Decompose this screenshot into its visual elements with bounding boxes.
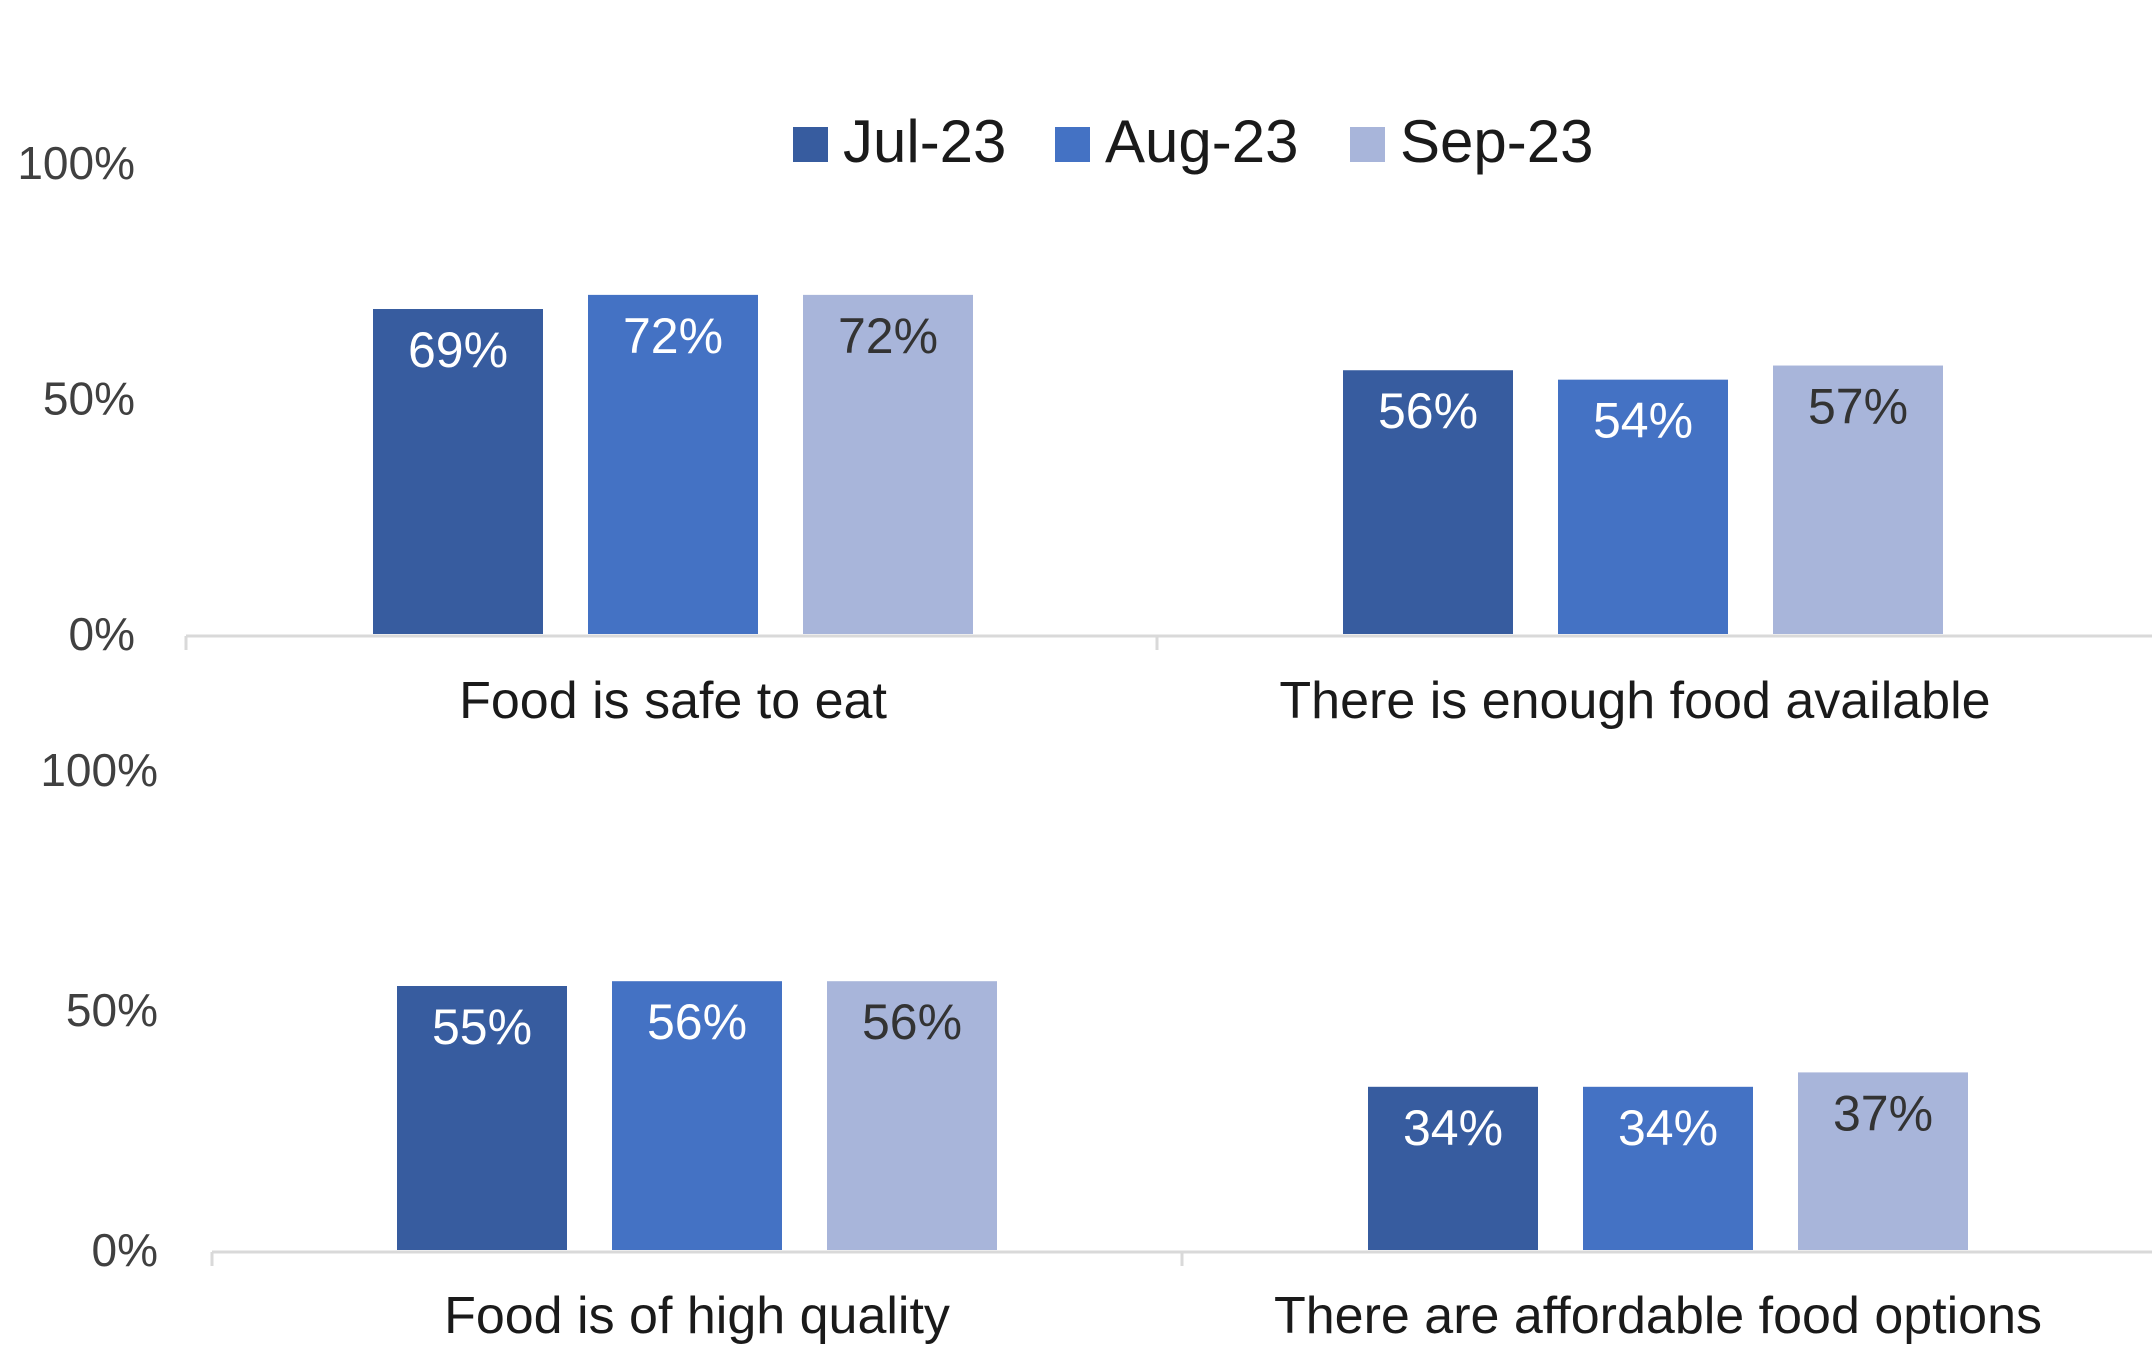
legend-label-3: Sep-23 [1400,108,1593,175]
category-label: Food is safe to eat [459,672,887,730]
y-tick-label: 100% [40,744,158,796]
data-label: 37% [1833,1085,1933,1141]
data-label: 56% [1378,383,1478,439]
y-tick-label: 0% [69,608,135,660]
y-tick-label: 0% [92,1224,158,1276]
legend-label-2: Aug-23 [1105,108,1298,175]
y-tick-label: 100% [17,137,135,189]
y-tick-label: 50% [66,984,158,1036]
bar-sep-23-2 [1798,1072,1968,1250]
category-label: There is enough food available [1279,672,1990,730]
data-label: 57% [1808,379,1908,435]
data-label: 69% [408,322,508,378]
bar-aug-23-2 [1583,1086,1753,1250]
data-label: 54% [1593,393,1693,449]
legend-label-1: Jul-23 [843,108,1006,175]
bar-jul-23-1 [373,309,543,634]
bar-sep-23-1 [827,981,997,1250]
data-label: 34% [1403,1100,1503,1156]
bar-jul-23-1 [397,986,567,1250]
bar-jul-23-2 [1368,1086,1538,1250]
bar-aug-23-1 [612,981,782,1250]
data-label: 55% [432,999,532,1055]
legend-swatch-3 [1350,127,1385,162]
y-tick-label: 50% [43,373,135,425]
legend-swatch-1 [793,127,828,162]
bar-aug-23-1 [588,294,758,634]
category-label: There are affordable food options [1274,1287,2042,1345]
data-label: 72% [838,308,938,364]
bar-sep-23-2 [1773,365,1943,634]
bar-aug-23-2 [1558,379,1728,634]
data-label: 56% [647,994,747,1050]
category-label: Food is of high quality [444,1287,950,1345]
data-label: 56% [862,994,962,1050]
data-label: 72% [623,308,723,364]
bar-jul-23-2 [1343,370,1513,634]
bar-sep-23-1 [803,294,973,634]
data-label: 34% [1618,1100,1718,1156]
legend-swatch-2 [1055,127,1090,162]
